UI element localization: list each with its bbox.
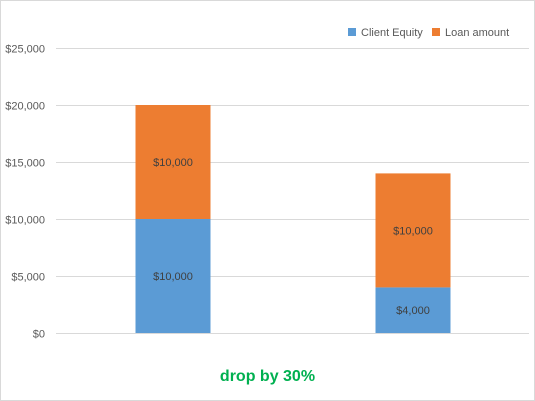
legend-label: Loan amount (445, 27, 509, 39)
bar-loan-amount (375, 173, 451, 288)
data-labels: $10,000 $10,000 $4,000 $10,000 (153, 157, 433, 317)
y-axis: $0 $5,000 $10,000 $15,000 $20,000 $25,000 (5, 44, 45, 341)
bars (135, 105, 451, 333)
bar-client-equity (375, 287, 451, 333)
legend: Client Equity Loan amount (348, 27, 509, 39)
drop-annotation: drop by 30% (219, 368, 316, 385)
bar-loan-amount (135, 105, 211, 219)
y-tick-label: $5,000 (11, 272, 45, 284)
data-label: $10,000 (393, 225, 433, 237)
y-tick-label: $0 (33, 329, 45, 341)
data-label: $10,000 (153, 157, 193, 169)
legend-swatch (432, 28, 440, 36)
legend-swatch (348, 28, 356, 36)
legend-label: Client Equity (361, 27, 423, 39)
y-tick-label: $15,000 (5, 158, 45, 170)
y-tick-label: $20,000 (5, 101, 45, 113)
y-tick-label: $10,000 (5, 215, 45, 227)
bar-client-equity (135, 219, 211, 333)
y-tick-label: $25,000 (5, 44, 45, 56)
data-label: $4,000 (396, 305, 430, 317)
gridlines (56, 48, 529, 334)
data-label: $10,000 (153, 271, 193, 283)
